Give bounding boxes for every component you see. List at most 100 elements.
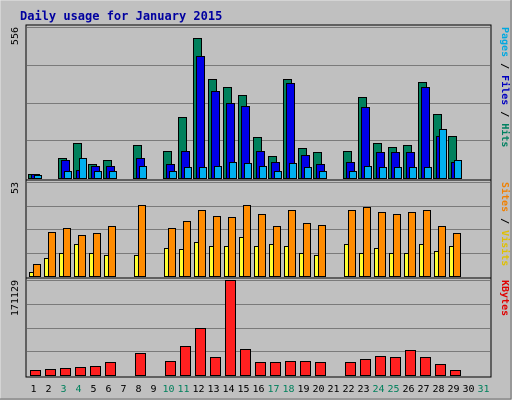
- bar-pages-day-26: [409, 167, 417, 179]
- bar-sites-day-14: [228, 217, 236, 277]
- bar-kbytes-day-5: [90, 366, 101, 376]
- legend-entry: Files: [499, 75, 511, 105]
- panel-bot: 171129 KBytes: [10, 277, 510, 378]
- bar-kbytes-day-4: [75, 367, 86, 376]
- bar-kbytes-day-10: [165, 361, 176, 376]
- legend-bot: KBytes: [499, 280, 510, 316]
- bar-sites-day-23: [363, 207, 371, 277]
- bar-files-day-12: [196, 56, 205, 179]
- bar-sites-day-22: [348, 210, 356, 277]
- bar-files-day-13: [211, 91, 220, 179]
- bar-pages-day-8: [139, 166, 147, 179]
- x-tick-label: 15: [237, 384, 249, 395]
- legend-top: Pages / Files / Hits: [499, 27, 511, 147]
- bar-kbytes-day-25: [390, 357, 401, 376]
- legend-entry: /: [499, 57, 510, 75]
- bar-pages-day-14: [229, 162, 237, 179]
- x-tick-label: 16: [252, 384, 264, 395]
- bar-pages-day-23: [364, 166, 372, 179]
- bar-kbytes-day-1: [30, 370, 41, 376]
- bar-sites-day-13: [213, 216, 221, 277]
- x-tick-label: 1: [30, 384, 36, 395]
- x-tick-label: 27: [417, 384, 429, 395]
- bar-kbytes-day-14: [225, 280, 236, 376]
- legend-entry: /: [499, 105, 510, 123]
- legend-entry: Pages: [499, 27, 510, 57]
- bar-kbytes-day-24: [375, 356, 386, 376]
- x-tick-label: 7: [120, 384, 126, 395]
- bar-kbytes-day-13: [210, 357, 221, 376]
- x-tick-label: 6: [105, 384, 111, 395]
- bar-pages-day-1: [34, 175, 42, 179]
- bar-sites-day-10: [168, 228, 176, 277]
- bar-sites-day-26: [408, 212, 416, 277]
- x-tick-label: 28: [432, 384, 444, 395]
- x-tick-label: 14: [222, 384, 234, 395]
- legend-entry: Visits: [499, 230, 511, 266]
- bar-kbytes-day-17: [270, 362, 281, 376]
- legend-entry: Sites: [499, 182, 511, 212]
- bar-pages-day-29: [454, 160, 462, 179]
- y-max-label: 171129: [10, 280, 21, 316]
- x-tick-label: 12: [192, 384, 204, 395]
- bar-sites-day-8: [138, 205, 146, 277]
- bar-sites-day-20: [318, 225, 326, 277]
- bar-kbytes-day-8: [135, 353, 146, 376]
- bar-sites-day-6: [108, 226, 116, 277]
- panel-top: 556 Pages / Files / Hits: [10, 24, 511, 181]
- panel-mid: 53 Sites / Visits: [10, 179, 511, 279]
- bar-kbytes-day-26: [405, 350, 416, 376]
- bar-sites-day-2: [48, 232, 56, 277]
- bar-kbytes-day-20: [315, 362, 326, 376]
- bar-kbytes-day-28: [435, 364, 446, 376]
- bar-pages-day-11: [184, 167, 192, 179]
- bar-kbytes-day-3: [60, 368, 71, 376]
- x-tick-label: 2: [45, 384, 51, 395]
- bar-pages-day-3: [64, 171, 72, 179]
- bar-kbytes-day-2: [45, 369, 56, 376]
- x-tick-label: 23: [357, 384, 369, 395]
- x-tick-label: 18: [282, 384, 294, 395]
- x-tick-label: 30: [462, 384, 474, 395]
- bar-kbytes-day-11: [180, 346, 191, 376]
- bar-kbytes-day-12: [195, 328, 206, 376]
- bar-pages-day-17: [274, 171, 282, 179]
- bar-pages-day-25: [394, 167, 402, 179]
- x-tick-label: 10: [162, 384, 174, 395]
- x-tick-label: 17: [267, 384, 279, 395]
- bar-pages-day-6: [109, 171, 117, 179]
- bar-kbytes-day-18: [285, 361, 296, 376]
- bar-sites-day-4: [78, 235, 86, 277]
- bar-sites-day-16: [258, 214, 266, 277]
- bar-sites-day-11: [183, 221, 191, 277]
- legend-entry: /: [499, 212, 510, 230]
- bar-kbytes-day-22: [345, 362, 356, 376]
- chart-title: Daily usage for January 2015: [20, 9, 222, 23]
- x-tick-label: 9: [150, 384, 156, 395]
- legend-entry: Hits: [499, 123, 511, 147]
- bar-pages-day-19: [304, 167, 312, 179]
- bar-pages-day-20: [319, 171, 327, 179]
- bar-pages-day-4: [79, 158, 87, 179]
- y-max-label: 556: [10, 27, 21, 45]
- x-tick-label: 20: [312, 384, 324, 395]
- bar-sites-day-15: [243, 205, 251, 277]
- bar-kbytes-day-6: [105, 362, 116, 376]
- bar-sites-day-12: [198, 210, 206, 277]
- bar-pages-day-16: [259, 166, 267, 179]
- bar-pages-day-28: [439, 129, 447, 179]
- x-tick-label: 21: [327, 384, 339, 395]
- bar-pages-day-22: [349, 171, 357, 179]
- x-tick-label: 4: [75, 384, 81, 395]
- bar-sites-day-1: [33, 264, 41, 277]
- x-axis: 1 2 3 4 5 6 7 8 9 10 11 12 13 14 15 16 17 18 19 20 21 22 23 24 2…: [30, 384, 489, 395]
- x-tick-label: 29: [447, 384, 459, 395]
- x-tick-label: 3: [60, 384, 66, 395]
- x-tick-label: 24: [372, 384, 384, 395]
- bar-sites-day-19: [303, 223, 311, 277]
- bar-kbytes-day-27: [420, 357, 431, 376]
- y-max-label: 53: [10, 182, 21, 194]
- x-tick-label: 19: [297, 384, 309, 395]
- bar-sites-day-18: [288, 210, 296, 277]
